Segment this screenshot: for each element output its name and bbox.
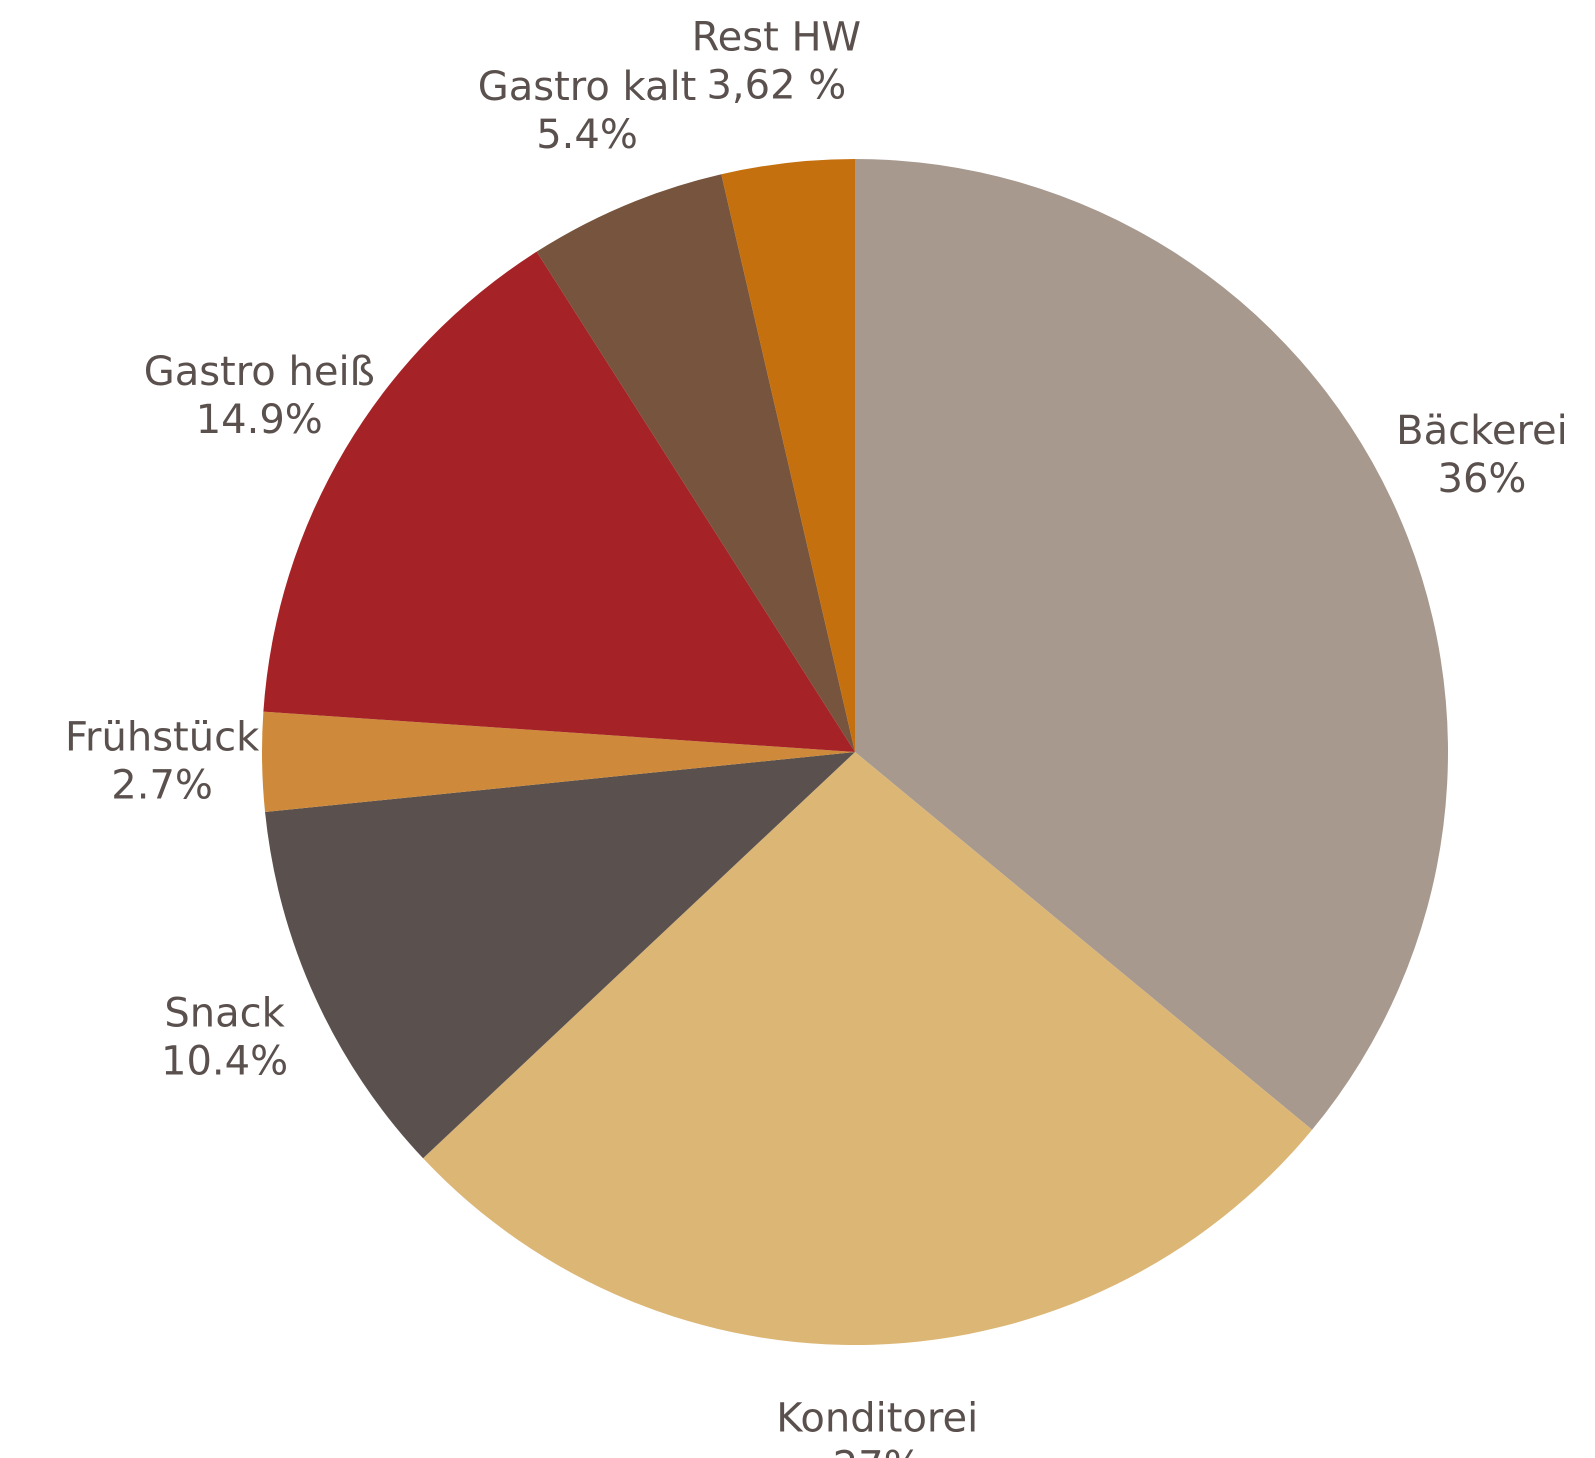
slice-value-label: 5.4% [536, 112, 638, 158]
slice-value-label: 10.4% [161, 1039, 288, 1085]
pie-slice [721, 159, 855, 752]
slice-value-label: 14.9% [196, 397, 323, 443]
slice-value-label: 3,62 % [706, 62, 846, 108]
pie-slice [263, 251, 855, 752]
slice-label: Frühstück [65, 715, 260, 761]
pie-slice [262, 711, 855, 813]
slice-label: Gastro kalt [478, 64, 697, 110]
pie-slice [855, 159, 1449, 1130]
slice-value-label: 2.7% [111, 763, 213, 809]
slice-label: Bäckerei [1396, 408, 1568, 454]
slice-label: Konditorei [776, 1396, 978, 1442]
pie-slice [536, 174, 855, 752]
slice-label: Snack [164, 991, 285, 1037]
slice-value-label: 36% [1438, 456, 1527, 502]
pie-slice [265, 752, 855, 1159]
slice-label: Rest HW [692, 14, 861, 60]
pie-slice [423, 752, 1313, 1346]
slice-label: Gastro heiß [144, 349, 375, 395]
slice-value-label: 27% [833, 1444, 922, 1458]
